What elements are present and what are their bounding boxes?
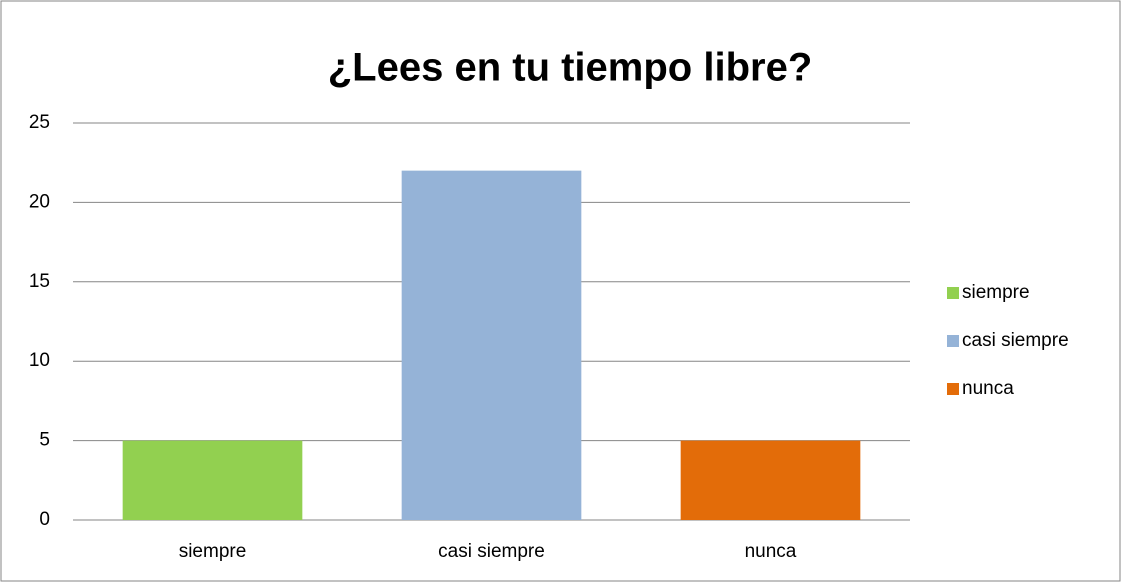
- chart-title: ¿Lees en tu tiempo libre?: [328, 46, 813, 90]
- legend-swatch: [947, 335, 959, 347]
- legend-swatch: [947, 287, 959, 299]
- y-tick-label: 5: [39, 430, 50, 451]
- y-tick-label: 10: [29, 350, 50, 371]
- legend-swatch: [947, 383, 959, 395]
- x-tick-label: siempre: [179, 541, 247, 562]
- bar: [401, 170, 582, 520]
- y-tick-label: 25: [29, 112, 50, 133]
- legend-label: siempre: [962, 282, 1030, 303]
- y-tick-label: 15: [29, 271, 50, 292]
- legend-label: casi siempre: [962, 330, 1069, 351]
- legend-label: nunca: [962, 378, 1014, 399]
- bar: [122, 440, 303, 520]
- x-tick-label: casi siempre: [438, 541, 545, 562]
- y-tick-label: 20: [29, 191, 50, 212]
- bar: [680, 440, 861, 520]
- x-tick-label: nunca: [745, 541, 797, 562]
- y-tick-label: 0: [39, 509, 50, 530]
